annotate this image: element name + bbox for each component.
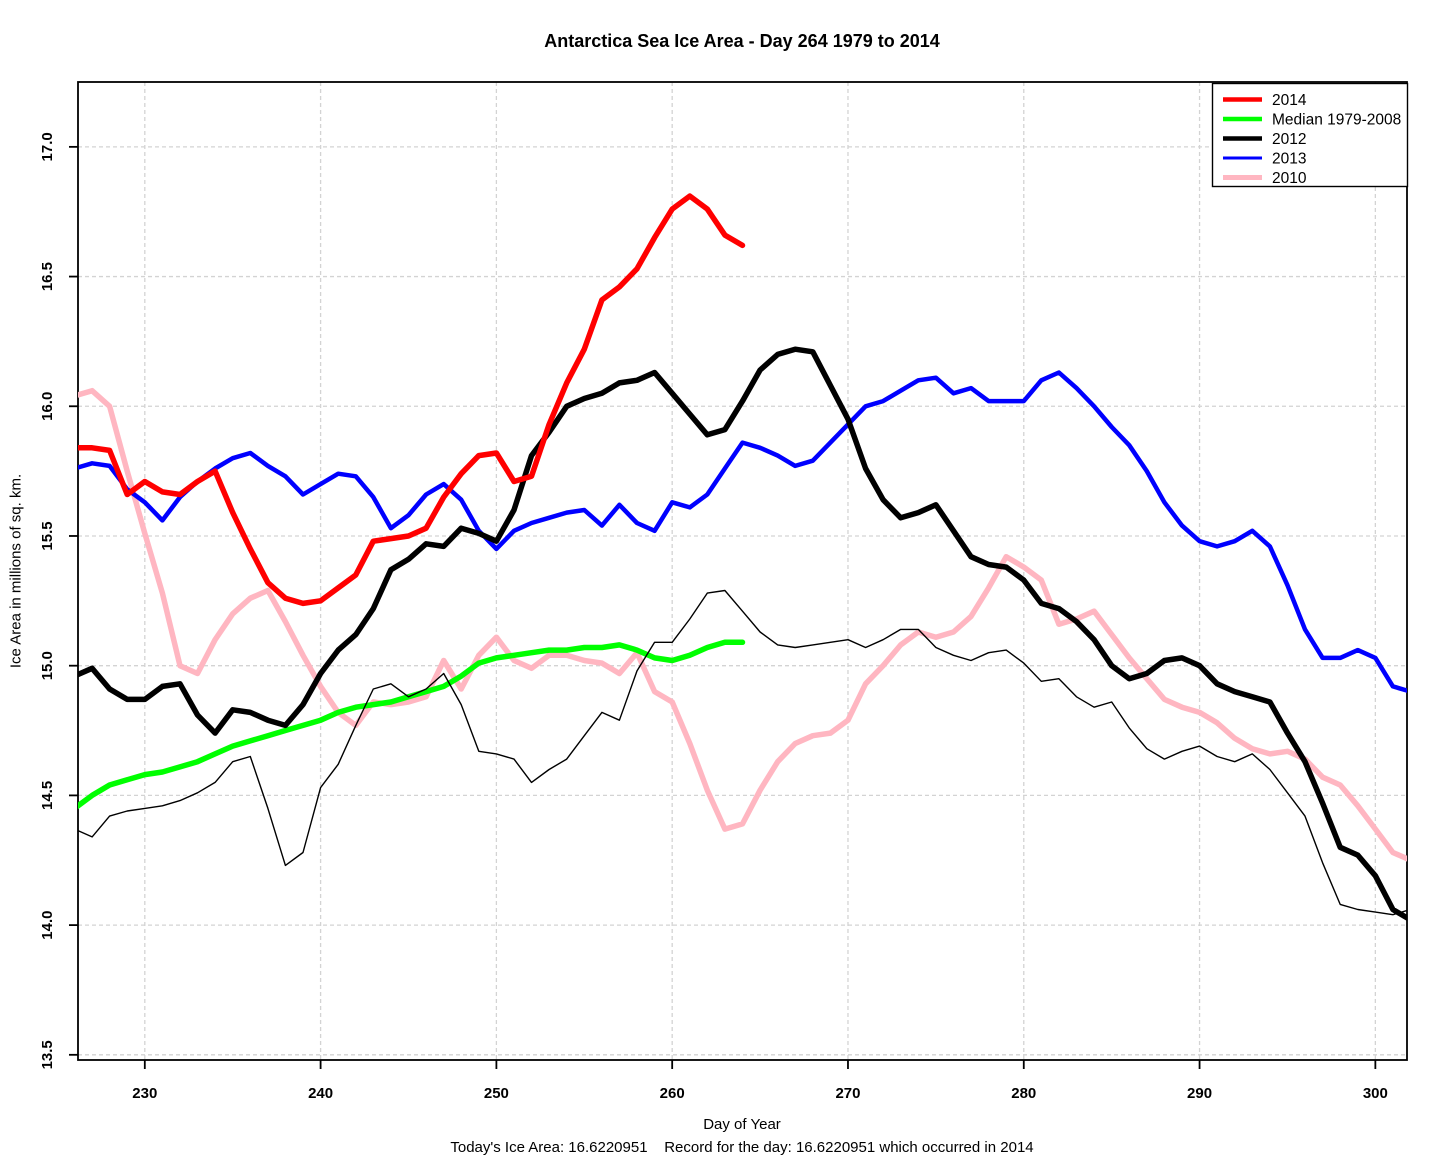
- legend-label-2013: 2013: [1272, 151, 1306, 168]
- series-unlabeled-thin-line: [78, 589, 1407, 916]
- x-tick-label: 240: [308, 1085, 333, 1102]
- x-tick-label: 280: [1011, 1085, 1036, 1102]
- legend-label-median: Median 1979-2008: [1272, 112, 1401, 129]
- y-tick-label: 15.0: [39, 651, 56, 680]
- status-line: Today's Ice Area: 16.6220951 Record for …: [450, 1139, 1034, 1156]
- y-tick-label: 16.0: [39, 392, 56, 421]
- y-tick-label: 14.5: [39, 781, 56, 810]
- plot-border: [77, 81, 1408, 1061]
- axes: 230 240 250 260 270 280 290 300 13.5 14.0 14.5 15.0…: [39, 81, 1408, 1102]
- series-2014-line: [78, 193, 746, 607]
- y-tick-label: 17.0: [39, 132, 56, 161]
- gridlines: [78, 82, 1407, 1060]
- x-axis-title: Day of Year: [703, 1116, 781, 1133]
- x-tick-label: 270: [835, 1085, 860, 1102]
- legend-item-median: Median 1979-2008: [1223, 112, 1401, 129]
- x-tick-label: 260: [660, 1085, 685, 1102]
- plot-area: 230 240 250 260 270 280 290 300 13.5 14.0 14.5 15.0…: [39, 81, 1408, 1102]
- legend-label-2014: 2014: [1272, 92, 1307, 109]
- legend-label-2012: 2012: [1272, 131, 1306, 148]
- legend-item-2010: 2010: [1223, 170, 1307, 187]
- legend-item-2014: 2014: [1223, 92, 1307, 109]
- series-2010-line: [78, 387, 1407, 862]
- x-tick-label: 300: [1363, 1085, 1388, 1102]
- y-tick-label: 14.0: [39, 911, 56, 940]
- legend-label-2010: 2010: [1272, 170, 1307, 187]
- x-tick-label: 290: [1187, 1085, 1212, 1102]
- chart-title: Antarctica Sea Ice Area - Day 264 1979 t…: [544, 31, 940, 51]
- series-lines: [78, 193, 1407, 922]
- legend-item-2012: 2012: [1223, 131, 1306, 148]
- series-2013-line: [78, 370, 1407, 693]
- x-tick-label: 250: [484, 1085, 509, 1102]
- y-tick-label: 13.5: [39, 1040, 56, 1069]
- series-2012-line: [78, 346, 1407, 922]
- y-tick-label: 15.5: [39, 521, 56, 550]
- legend-item-2013: 2013: [1223, 151, 1306, 168]
- x-tick-label: 230: [132, 1085, 157, 1102]
- legend: 2014 Median 1979-2008 2012 2013 2010: [1211, 82, 1409, 188]
- y-tick-label: 16.5: [39, 262, 56, 291]
